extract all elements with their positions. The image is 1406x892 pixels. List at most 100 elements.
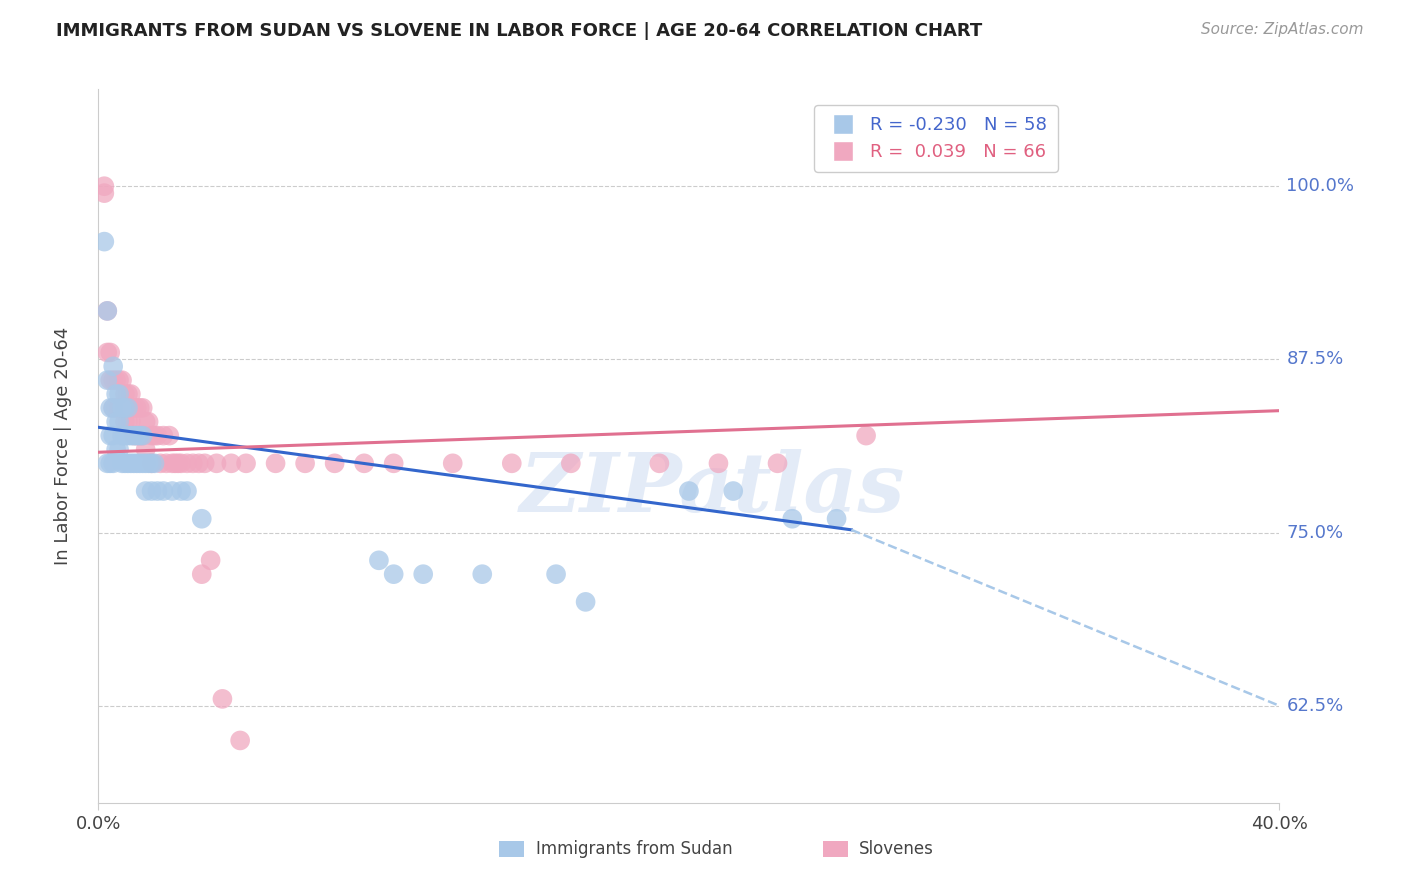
Point (176, 456, 198, 470)
Point (323, 456, 346, 470)
Point (707, 456, 730, 470)
Point (122, 428, 145, 442)
Text: IMMIGRANTS FROM SUDAN VS SLOVENE IN LABOR FORCE | AGE 20-64 CORRELATION CHART: IMMIGRANTS FROM SUDAN VS SLOVENE IN LABO… (56, 22, 983, 40)
Point (98, 456, 121, 470)
Point (120, 415, 142, 429)
Bar (823, 841, 848, 857)
Point (141, 456, 163, 470)
Point (122, 456, 145, 470)
Point (146, 483, 169, 498)
Point (103, 456, 125, 470)
Point (132, 428, 155, 442)
Point (132, 428, 155, 442)
Point (648, 456, 671, 470)
Point (135, 483, 157, 498)
Point (114, 415, 136, 429)
Point (122, 428, 145, 442)
Point (103, 428, 125, 442)
Point (544, 567, 567, 582)
Point (132, 401, 155, 415)
Point (825, 512, 848, 526)
Point (114, 428, 136, 442)
Point (149, 456, 172, 470)
Point (125, 456, 148, 470)
Point (98, 373, 121, 387)
Point (143, 428, 166, 442)
Point (219, 456, 242, 470)
Legend: R = -0.230   N = 58, R =  0.039   N = 66: R = -0.230 N = 58, R = 0.039 N = 66 (814, 105, 1057, 172)
Point (96, 456, 118, 470)
Point (368, 553, 391, 567)
Point (128, 456, 150, 470)
Point (128, 401, 150, 415)
Point (111, 456, 134, 470)
Point (187, 456, 209, 470)
Point (782, 512, 804, 526)
Point (471, 567, 494, 582)
Text: Immigrants from Sudan: Immigrants from Sudan (536, 840, 733, 858)
Point (294, 456, 316, 470)
Point (128, 428, 150, 442)
Point (125, 428, 148, 442)
Point (125, 401, 148, 415)
Point (96, 304, 118, 318)
Point (135, 456, 157, 470)
Point (264, 456, 287, 470)
Bar (499, 841, 524, 857)
Text: Slovenes: Slovenes (859, 840, 934, 858)
Point (194, 456, 217, 470)
Point (105, 442, 128, 457)
Point (170, 483, 193, 498)
Point (176, 483, 198, 498)
Point (128, 428, 150, 442)
Point (108, 387, 131, 401)
Point (125, 428, 148, 442)
Point (205, 456, 228, 470)
Point (855, 428, 877, 442)
Text: Source: ZipAtlas.com: Source: ZipAtlas.com (1201, 22, 1364, 37)
Point (98, 428, 121, 442)
Point (135, 442, 157, 457)
Text: ZIPatlas: ZIPatlas (520, 449, 905, 529)
Point (111, 401, 134, 415)
Point (114, 387, 136, 401)
Point (103, 401, 125, 415)
Point (93, 186, 115, 201)
Point (412, 567, 434, 582)
Point (211, 691, 233, 706)
Point (114, 456, 136, 470)
Point (108, 415, 131, 429)
Point (181, 456, 204, 470)
Point (132, 456, 155, 470)
Point (108, 373, 131, 387)
Point (111, 373, 134, 387)
Point (103, 401, 125, 415)
Point (120, 387, 142, 401)
Point (382, 456, 405, 470)
Point (108, 442, 131, 457)
Point (96, 304, 118, 318)
Point (117, 387, 139, 401)
Point (560, 456, 582, 470)
Point (93, 235, 115, 249)
Point (167, 456, 190, 470)
Point (120, 428, 142, 442)
Point (152, 428, 174, 442)
Point (141, 428, 163, 442)
Point (170, 456, 193, 470)
Text: 100.0%: 100.0% (1286, 178, 1354, 195)
Point (105, 401, 128, 415)
Point (117, 415, 139, 429)
Point (108, 401, 131, 415)
Point (135, 415, 157, 429)
Point (105, 373, 128, 387)
Point (155, 456, 177, 470)
Y-axis label: In Labor Force | Age 20-64: In Labor Force | Age 20-64 (53, 326, 72, 566)
Point (574, 595, 596, 609)
Text: 87.5%: 87.5% (1286, 351, 1344, 368)
Point (98, 345, 121, 359)
Point (191, 512, 214, 526)
Point (141, 483, 163, 498)
Point (111, 401, 134, 415)
Text: 75.0%: 75.0% (1286, 524, 1344, 541)
